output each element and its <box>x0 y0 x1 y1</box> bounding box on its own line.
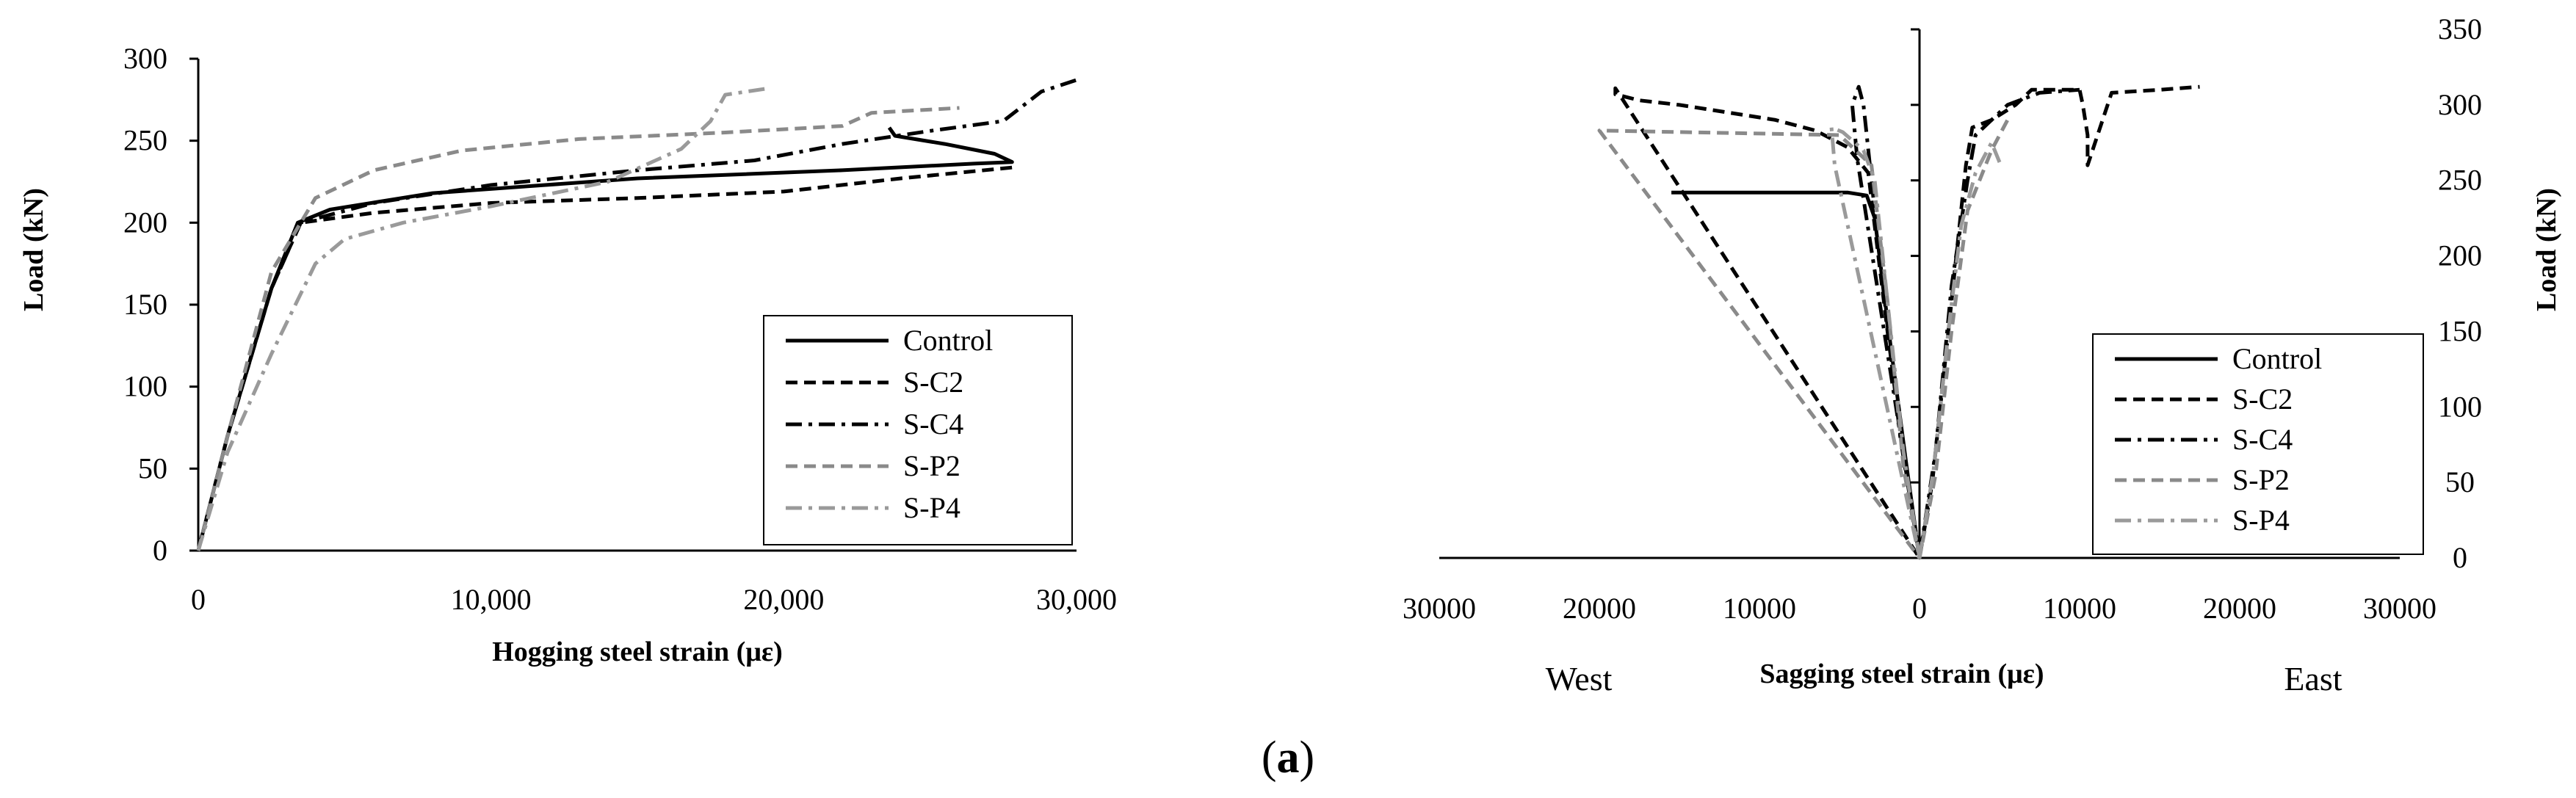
x-tick-label: 0 <box>1912 592 1927 625</box>
x-tick-labels: 0 10,000 20,000 30,000 <box>191 583 1117 616</box>
legend-label: Control <box>2232 342 2322 375</box>
y-tick-label: 350 <box>2438 12 2482 46</box>
y-tick-label: 300 <box>2438 88 2482 121</box>
y-tick-label: 200 <box>123 206 167 239</box>
legend-label: S-C4 <box>2232 423 2293 456</box>
y-axis-label: Load (kN) <box>18 188 49 311</box>
hogging-strain-chart: 0 10,000 20,000 30,000 0 50 100 150 200 250 300 H… <box>18 42 1117 667</box>
x-tick-label: 20000 <box>1563 592 1636 625</box>
series-line-s-p4 <box>1829 126 2002 560</box>
x-tick-label: 0 <box>191 583 206 616</box>
x-tick-label: 30000 <box>1403 592 1476 625</box>
legend-label: S-C4 <box>903 407 963 440</box>
series-line-s-c2 <box>196 164 1019 551</box>
series-line-s-c2 <box>1613 84 2200 560</box>
x-axis-label: Hogging steel strain (με) <box>492 636 783 667</box>
x-tick-label: 10000 <box>2043 592 2116 625</box>
y-tick-label: 150 <box>123 288 167 321</box>
legend-label: S-P2 <box>903 449 960 482</box>
y-tick-label: 200 <box>2438 239 2482 272</box>
legend-label: S-P4 <box>2232 504 2290 537</box>
west-label: West <box>1546 660 1613 697</box>
y-tick-label: 300 <box>123 42 167 75</box>
series-line-s-c4 <box>1850 84 2080 560</box>
legend: Control S-C2 S-C4 S-P2 S-P4 <box>2092 333 2424 555</box>
legend-box <box>763 315 1073 545</box>
y-tick-labels: 0 50 100 150 200 250 300 <box>123 42 198 567</box>
legend-box <box>2092 333 2424 555</box>
legend-label: S-C2 <box>2232 382 2293 416</box>
series-line-s-c4 <box>196 78 1077 551</box>
y-tick-label: 250 <box>123 124 167 157</box>
series-line-s-p2 <box>1597 119 2010 560</box>
series-line-s-p4 <box>196 86 770 551</box>
x-tick-label: 20000 <box>2203 592 2276 625</box>
x-tick-label: 30,000 <box>1036 583 1117 616</box>
legend-label: S-P4 <box>903 491 960 524</box>
x-tick-label: 30000 <box>2363 592 2436 625</box>
east-label: East <box>2284 660 2342 697</box>
series-line-s-p2 <box>196 106 960 551</box>
y-tick-label: 100 <box>2438 390 2482 423</box>
y-tick-label: 50 <box>2445 465 2475 498</box>
series-lines <box>196 78 1077 551</box>
caption-open-paren: ( <box>1262 733 1277 783</box>
y-tick-label: 250 <box>2438 164 2482 197</box>
x-axis-label: Sagging steel strain (με) <box>1759 659 2044 689</box>
legend-label: S-C2 <box>903 366 963 399</box>
figure-caption: (a) <box>1262 733 1314 783</box>
legend-label: S-P2 <box>2232 463 2290 496</box>
y-tick-label: 0 <box>153 534 167 567</box>
x-tick-labels: 30000 20000 10000 0 10000 20000 30000 <box>1403 592 2436 625</box>
legend: Control S-C2 S-C4 S-P2 S-P4 <box>763 315 1073 545</box>
caption-close-paren: ) <box>1300 733 1315 783</box>
series-lines <box>1597 84 2200 560</box>
y-tick-label: 0 <box>2453 541 2467 574</box>
x-tick-label: 10,000 <box>451 583 532 616</box>
y-tick-label: 100 <box>123 370 167 403</box>
y-axis-label: Load (kN) <box>2531 188 2562 311</box>
legend-label: Control <box>903 324 993 357</box>
y-tick-label: 50 <box>138 451 167 485</box>
caption-letter: a <box>1277 733 1300 783</box>
y-tick-label: 150 <box>2438 314 2482 347</box>
sagging-strain-chart: 30000 20000 10000 0 10000 20000 30000 0 50 100 15… <box>1403 12 2562 697</box>
x-tick-label: 20,000 <box>743 583 824 616</box>
x-tick-label: 10000 <box>1723 592 1796 625</box>
y-tick-labels: 0 50 100 150 200 250 300 350 <box>1911 12 2482 574</box>
